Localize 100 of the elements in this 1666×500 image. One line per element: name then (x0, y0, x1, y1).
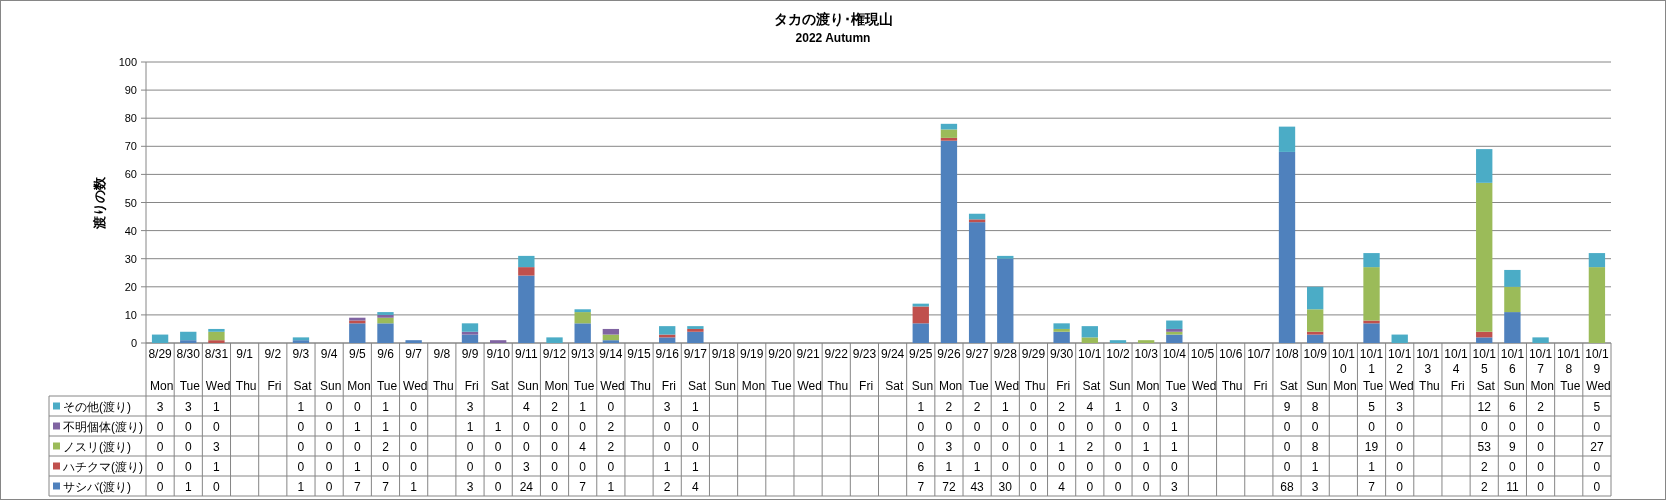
category-label: 10/18 Tue (1557, 347, 1581, 393)
data-label: 0 (1086, 479, 1094, 494)
data-label: 1 (297, 479, 305, 494)
data-label: 0 (325, 439, 333, 454)
data-label: 8 (1311, 399, 1319, 414)
data-label: 1 (494, 419, 502, 434)
data-label: 0 (607, 399, 615, 414)
data-label: 0 (325, 459, 333, 474)
data-label: 0 (1001, 459, 1009, 474)
category-label: 9/4 Sun (320, 347, 342, 393)
data-label: 0 (1396, 439, 1404, 454)
data-label: 0 (1396, 419, 1404, 434)
data-label: 2 (663, 479, 671, 494)
data-label: 1 (1058, 439, 1065, 454)
data-label: 0 (973, 419, 981, 434)
data-label: 0 (551, 459, 558, 474)
data-label: 6 (917, 459, 925, 474)
data-label: 0 (1480, 419, 1488, 434)
data-label: 5 (1593, 399, 1601, 414)
data-label: 7 (917, 479, 925, 494)
category-label: 10/5 Wed (1190, 347, 1217, 393)
ylabel: 渡りの数 (92, 176, 107, 229)
category-label: 9/20 Tue (768, 347, 792, 393)
data-label: 0 (1114, 479, 1122, 494)
category-label: 9/30 Fri (1049, 347, 1074, 393)
data-label: 0 (1396, 479, 1404, 494)
data-label: 1 (663, 459, 671, 474)
data-label: 2 (945, 399, 953, 414)
data-label: 0 (551, 479, 558, 494)
category-label: 9/21 Wed (796, 347, 822, 393)
legend-label: サシバ(渡り) (63, 479, 131, 494)
data-label: 0 (1396, 459, 1404, 474)
data-label: 2 (1480, 459, 1488, 474)
category-label: 9/24 Sat (880, 347, 905, 393)
data-label: 1 (353, 419, 361, 434)
category-label: 9/29 Thu (1021, 347, 1046, 393)
ytick-label: 90 (124, 84, 137, 97)
data-label: 0 (1114, 439, 1122, 454)
ytick-label: 40 (124, 224, 137, 237)
data-label: 0 (917, 439, 925, 454)
legend-label: ハチクマ(渡り) (63, 459, 143, 474)
data-label: 1 (1114, 399, 1122, 414)
category-label: 9/17 Sat (683, 347, 708, 393)
data-label: 0 (184, 419, 192, 434)
legend-label: ノスリ(渡り) (63, 439, 131, 454)
data-label: 0 (945, 419, 953, 434)
category-label: 10/2 Sun (1106, 347, 1131, 393)
data-label: 0 (1509, 419, 1516, 434)
data-label: 0 (1142, 459, 1150, 474)
data-label: 0 (1593, 419, 1601, 434)
data-label: 2 (1086, 439, 1094, 454)
category-label: 9/26 Mon (937, 347, 963, 393)
data-label: 2 (1480, 479, 1488, 494)
category-label: 9/10 Sat (486, 347, 510, 393)
category-label: 10/10 Mon (1331, 347, 1357, 393)
category-label: 9/1 Thu (235, 347, 257, 393)
category-label: 9/19 Mon (740, 347, 766, 393)
data-label: 3 (1311, 479, 1319, 494)
data-label: 0 (494, 459, 502, 474)
ytick-label: 80 (124, 112, 137, 125)
data-label: 3 (945, 439, 953, 454)
data-label: 0 (692, 439, 699, 454)
data-label: 4 (1058, 479, 1065, 494)
data-label: 0 (1593, 459, 1601, 474)
data-label: 12 (1477, 399, 1491, 414)
data-label: 7 (579, 479, 587, 494)
data-label: 0 (184, 459, 192, 474)
data-label: 1 (466, 419, 474, 434)
category-label: 9/9 Fri (461, 347, 479, 393)
data-label: 0 (410, 419, 417, 434)
data-label: 3 (213, 439, 220, 454)
data-label: 2 (973, 399, 981, 414)
category-label: 9/13 Tue (571, 347, 595, 393)
data-label: 1 (410, 479, 417, 494)
data-label: 1 (973, 459, 981, 474)
category-label: 9/3 Sat (292, 347, 312, 393)
data-label: 3 (184, 399, 192, 414)
category-label: 10/13 Thu (1416, 347, 1440, 393)
data-label: 0 (1593, 479, 1601, 494)
data-label: 0 (579, 419, 587, 434)
data-label: 0 (1368, 419, 1375, 434)
data-label: 0 (1030, 479, 1037, 494)
data-label: 0 (1311, 419, 1319, 434)
data-label: 0 (1283, 419, 1291, 434)
data-label: 2 (1537, 399, 1544, 414)
data-label: 0 (1030, 439, 1037, 454)
ytick-label: 0 (130, 337, 137, 349)
ytick-label: 100 (118, 56, 137, 68)
ytick-label: 50 (124, 196, 137, 209)
data-label: 0 (551, 439, 558, 454)
category-label: 10/16 Sun (1500, 347, 1525, 393)
data-label: 4 (579, 439, 587, 454)
data-label: 1 (945, 459, 953, 474)
data-label: 9 (1509, 439, 1516, 454)
data-label: 0 (1170, 459, 1178, 474)
data-label: 1 (1170, 439, 1178, 454)
data-label: 0 (353, 439, 361, 454)
ytick-label: 30 (124, 252, 137, 265)
data-label: 0 (523, 439, 530, 454)
category-label: 9/25 Sun (909, 347, 934, 393)
